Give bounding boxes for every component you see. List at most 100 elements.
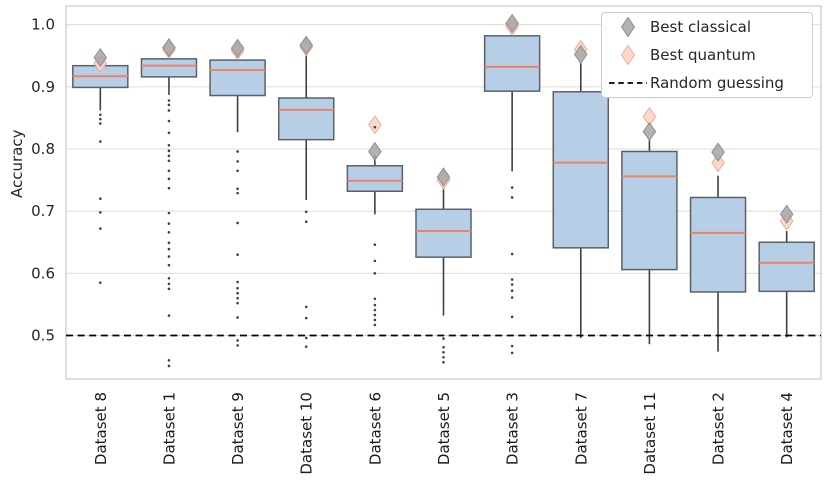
outlier-dot: [510, 289, 514, 293]
x-tick-label: Dataset 9: [229, 392, 247, 465]
outlier-dot: [99, 281, 102, 284]
outlier-dot: [510, 252, 514, 256]
iqr-box: [621, 150, 678, 271]
iqr-box: [209, 59, 266, 97]
legend-label-best-quantum: Best quantum: [650, 46, 756, 64]
outlier-dot: [167, 241, 171, 245]
iqr-box: [346, 165, 404, 193]
legend-item-best-quantum: Best quantum: [602, 41, 812, 69]
outlier-dot: [167, 109, 171, 112]
iqr-box: [689, 196, 747, 293]
plot-border: [65, 5, 822, 380]
outlier-dot: [167, 282, 171, 286]
box-group-dataset-7: [552, 61, 610, 338]
outlier-dot: [167, 103, 171, 107]
outlier-dot: [236, 291, 239, 295]
outlier-dot: [167, 159, 171, 163]
x-tick-label: Dataset 4: [778, 392, 796, 465]
iqr-box: [758, 241, 815, 293]
outlier-dot: [99, 113, 102, 117]
box-group-dataset-6: [346, 155, 404, 215]
outlier-dot: [304, 220, 308, 224]
outlier-dot: [236, 286, 239, 290]
outlier-dot: [236, 296, 239, 300]
x-tick-label: Dataset 8: [92, 392, 110, 465]
y-tick-label: 0.8: [31, 140, 55, 158]
best-classical-marker: [711, 142, 725, 162]
outlier-dot: [99, 117, 102, 121]
outlier-dot: [373, 272, 377, 275]
x-tick-label: Dataset 1: [160, 392, 178, 465]
outlier-dot: [510, 196, 514, 199]
iqr-box: [483, 35, 541, 92]
outlier-dot: [304, 345, 308, 348]
box-group-dataset-5: [415, 183, 472, 316]
quantum-diamond-icon: [620, 44, 636, 66]
best-quantum-marker: [368, 115, 382, 135]
legend-label-random-guessing: Random guessing: [650, 74, 784, 92]
outlier-dot: [236, 344, 239, 347]
iqr-box: [415, 208, 472, 258]
outlier-dot: [304, 336, 308, 340]
iqr-box: [552, 91, 610, 249]
legend: Best classical Best quantum Random guess…: [601, 12, 813, 98]
y-tick-label: 0.5: [31, 326, 55, 344]
outlier-dot: [236, 339, 239, 342]
outlier-dot: [373, 318, 377, 322]
outlier-dot: [167, 177, 171, 181]
outlier-dot: [167, 154, 171, 158]
outlier-dot: [510, 315, 514, 319]
outlier-dot: [236, 253, 239, 256]
outlier-dot: [236, 280, 239, 284]
x-tick-label: Dataset 2: [710, 392, 728, 465]
x-tick-label: Dataset 10: [298, 392, 316, 475]
outlier-dot: [373, 125, 377, 129]
iqr-box: [277, 97, 335, 141]
outlier-dot: [373, 303, 377, 307]
best-classical-marker: [162, 37, 176, 58]
outlier-dot: [99, 122, 102, 125]
y-tick-label: 0.9: [31, 78, 55, 96]
outlier-dot: [510, 344, 514, 348]
outlier-dot: [373, 313, 377, 317]
outlier-dot: [99, 211, 102, 214]
legend-item-best-classical: Best classical: [602, 13, 812, 41]
outlier-dot: [373, 259, 377, 263]
outlier-dot: [167, 364, 171, 368]
y-tick-label: 0.7: [31, 202, 55, 220]
outlier-dot: [442, 337, 445, 340]
outlier-dot: [99, 227, 102, 230]
outlier-dot: [510, 186, 514, 189]
y-tick-label: 0.6: [31, 264, 55, 282]
box-group-dataset-2: [689, 175, 747, 352]
box-group-dataset-1: [140, 55, 198, 95]
x-tick-label: Dataset 11: [641, 392, 659, 475]
dashed-line-icon: [609, 82, 647, 84]
outlier-dot: [373, 323, 377, 327]
outlier-dot: [442, 360, 445, 364]
outlier-dot: [167, 131, 171, 135]
outlier-dot: [167, 143, 171, 147]
outlier-dot: [510, 351, 514, 355]
outlier-dot: [167, 359, 171, 362]
outlier-dot: [167, 149, 171, 153]
outlier-dot: [167, 287, 171, 291]
outlier-dot: [167, 222, 171, 225]
best-classical-marker: [573, 44, 588, 65]
outlier-dot: [167, 186, 171, 190]
y-axis-label: Accuracy: [8, 129, 26, 198]
box-group-dataset-11: [621, 139, 678, 345]
best-classical-marker: [505, 13, 519, 34]
outlier-dot: [236, 221, 239, 225]
outlier-dot: [167, 119, 171, 123]
outlier-dot: [236, 160, 239, 163]
outlier-dot: [236, 191, 239, 195]
outlier-dot: [236, 169, 239, 173]
outlier-dot: [304, 210, 308, 214]
outlier-dot: [99, 197, 102, 201]
outlier-dot: [236, 316, 239, 319]
classical-diamond-icon: [620, 16, 636, 38]
iqr-box: [140, 58, 198, 78]
outlier-dot: [373, 297, 377, 301]
outlier-dot: [510, 278, 514, 281]
